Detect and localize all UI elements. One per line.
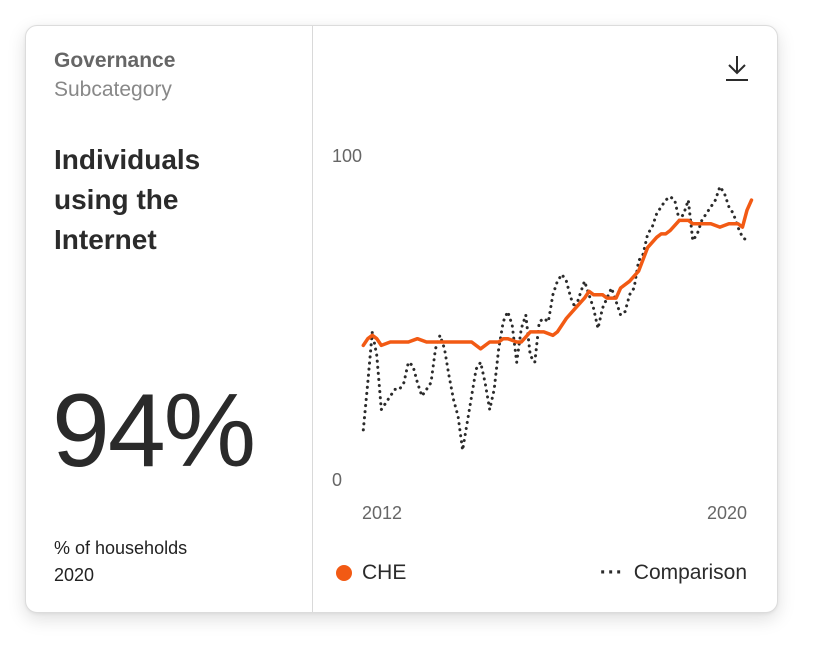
download-icon-glyph (726, 56, 748, 81)
indicator-value: 94% (52, 373, 256, 489)
subcategory-label: Subcategory (54, 78, 172, 101)
category-block: Governance Subcategory (54, 48, 294, 106)
legend-che-marker (336, 565, 352, 581)
indicator-title-line: Individuals (54, 144, 201, 175)
legend-che-label: CHE (362, 561, 407, 584)
indicator-title-line: using the (54, 184, 179, 215)
legend-comparison-label: Comparison (633, 561, 747, 584)
x-tick-label-start: 2012 (362, 503, 402, 523)
line-chart: 100 0 2012 2020 (332, 146, 754, 523)
card-divider (312, 26, 313, 612)
x-tick-label-end: 2020 (707, 503, 747, 523)
indicator-unit: % of households (54, 538, 188, 558)
series-line-comparison (361, 185, 749, 452)
legend-item-comparison: ··· Comparison (600, 559, 747, 587)
metric-card: Governance Subcategory Individuals using… (25, 25, 778, 613)
category-label: Governance (54, 49, 176, 72)
download-icon[interactable] (724, 54, 750, 82)
y-tick-label-min: 0 (332, 470, 342, 490)
series-line-che (361, 198, 754, 351)
indicator-title-line: Internet (54, 224, 157, 255)
legend-item-che: CHE (336, 559, 406, 587)
legend-comparison-marker: ··· (599, 561, 624, 584)
indicator-title: Individuals using the Internet (54, 140, 294, 260)
y-tick-label-max: 100 (332, 146, 362, 166)
indicator-year: 2020 (54, 565, 95, 585)
